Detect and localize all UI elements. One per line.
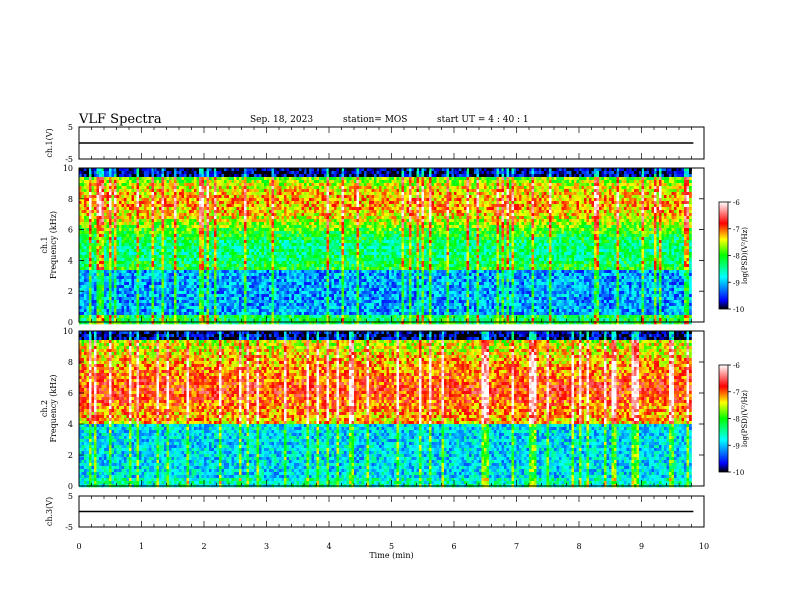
ch1-spectrogram-ytick-label: 0 <box>68 318 73 327</box>
ch3-voltage-xlabel: Time (min) <box>369 551 413 560</box>
ch2-spectrogram-ytick-label: 8 <box>68 358 73 367</box>
ch3-voltage-xtick-label: 1 <box>139 542 144 551</box>
ch2-spectrogram-ytick-label: 4 <box>68 420 73 429</box>
ch1-spectrogram-colorbar-tick-label: -10 <box>733 306 744 314</box>
ch1-spectrogram-ylabel-2: Frequency (kHz) <box>49 211 58 279</box>
ch1-spectrogram-colorbar <box>719 202 728 309</box>
ch3-voltage-xtick-label: 7 <box>514 542 519 551</box>
vlf-figure: 5 -5 ch.1(V) -6 -7 -8 -9 -10 log(PSD)(V²/Hz) 0 2 4 6… <box>0 0 792 612</box>
ch3-voltage-xtick-label: 0 <box>76 542 81 551</box>
ch3-voltage-xtick-label: 4 <box>326 542 331 551</box>
ch2-spectrogram-colorbar-tick-label: -9 <box>733 442 740 450</box>
ch2-spectrogram-cells <box>79 331 692 487</box>
ch2-spectrogram-ylabel-2: Frequency (kHz) <box>49 374 58 442</box>
ch3-voltage-xtick-label: 2 <box>201 542 206 551</box>
ch3-voltage-xtick-label: 5 <box>389 542 394 551</box>
ch2-spectrogram-ylabel: ch.2 <box>40 400 49 417</box>
ch3-voltage-xtick-label: 3 <box>264 542 269 551</box>
ch1-spectrogram-cells <box>79 168 692 324</box>
ch3-voltage-xtick-label: 10 <box>699 542 709 551</box>
ch3-voltage-xtick-label: 9 <box>639 542 644 551</box>
ch2-spectrogram-ytick-label: 0 <box>68 482 73 491</box>
ch3-voltage-ylabel: ch.3(V) <box>45 497 54 526</box>
ch1-spectrogram-colorbar-tick-label: -6 <box>733 199 740 207</box>
ch2-spectrogram-colorbar-tick-label: -10 <box>733 469 744 477</box>
ch2-spectrogram-colorbar-tick-label: -6 <box>733 362 740 370</box>
ch2-spectrogram-colorbar-tick-label: -8 <box>733 416 740 424</box>
ch2-spectrogram-ytick-label: 2 <box>68 451 73 460</box>
ch1-spectrogram-ylabel: ch.1 <box>40 236 49 253</box>
ch3-voltage-xtick-label: 6 <box>451 542 456 551</box>
ch2-spectrogram-ytick-label: 10 <box>63 327 73 336</box>
ch1-voltage-ylabel: ch.1(V) <box>45 128 54 157</box>
ch1-spectrogram-ytick-label: 8 <box>68 195 73 204</box>
ch1-spectrogram-colorbar-label: log(PSD)(V²/Hz) <box>741 227 749 284</box>
ch2-spectrogram-ytick-label: 6 <box>68 389 73 398</box>
ch3-voltage-xtick-label: 8 <box>576 542 581 551</box>
ch1-spectrogram-colorbar-tick-label: -7 <box>733 226 740 234</box>
ch1-spectrogram-ytick-label: 2 <box>68 287 73 296</box>
ch1-spectrogram-ytick-label: 4 <box>68 256 73 265</box>
ch2-spectrogram-colorbar-tick-label: -7 <box>733 389 740 397</box>
ch1-voltage-ytick-label: 5 <box>68 123 73 132</box>
ch2-spectrogram-colorbar <box>719 365 728 472</box>
ch3-voltage-ytick-label: 5 <box>68 492 73 501</box>
ch1-voltage-ytick-label: -5 <box>65 155 73 164</box>
ch1-spectrogram-colorbar-tick-label: -9 <box>733 279 740 287</box>
ch1-spectrogram-ytick-label: 10 <box>63 164 73 173</box>
ch3-voltage-ytick-label: -5 <box>65 523 73 532</box>
ch1-spectrogram-colorbar-tick-label: -8 <box>733 253 740 261</box>
ch2-spectrogram-colorbar-label: log(PSD)(V²/Hz) <box>741 390 749 447</box>
ch1-spectrogram-ytick-label: 6 <box>68 226 73 235</box>
